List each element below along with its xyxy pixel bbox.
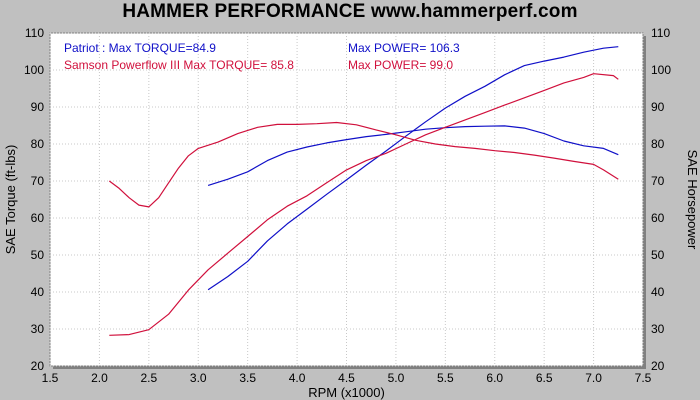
- x-tick-label: 6.0: [486, 371, 503, 385]
- y-tick-label: 40: [31, 285, 45, 299]
- y2-tick-label: 110: [651, 26, 670, 40]
- x-tick-label: 2.0: [91, 371, 108, 385]
- x-tick-label: 5.5: [437, 371, 454, 385]
- y-tick-label: 100: [24, 63, 44, 77]
- y2-tick-label: 70: [651, 174, 665, 188]
- tick-labels: 1.5 2.0 2.5 3.0 3.5 4.0 4.5 5.0 5.5 6.0 6.5 7.0 7.52…: [24, 26, 671, 385]
- y2-tick-label: 100: [651, 63, 671, 77]
- y2-tick-label: 80: [651, 137, 665, 151]
- y2-tick-label: 50: [651, 248, 665, 262]
- x-axis-label: RPM (x1000): [308, 385, 385, 400]
- y-tick-label: 70: [31, 174, 45, 188]
- x-tick-label: 4.5: [338, 371, 355, 385]
- legend-patriot-power: Max POWER= 106.3: [348, 41, 460, 55]
- chart-title: HAMMER PERFORMANCE www.hammerperf.com: [122, 1, 578, 22]
- series-lines: [108, 46, 619, 336]
- series-line-patriot-torque: [207, 125, 619, 186]
- y2-tick-label: 20: [651, 359, 665, 373]
- x-tick-label: 2.5: [140, 371, 157, 385]
- y-tick-label: 20: [31, 359, 45, 373]
- series-line-samson-torque: [108, 121, 619, 208]
- x-tick-label: 5.0: [388, 371, 405, 385]
- plot-area: [49, 32, 644, 367]
- y2-axis-label: SAE Horsepower: [685, 150, 700, 250]
- x-tick-label: 3.0: [190, 371, 207, 385]
- series-line-patriot-power: [207, 46, 619, 291]
- x-tick-label: 6.5: [536, 371, 553, 385]
- x-tick-label: 4.0: [289, 371, 306, 385]
- y2-tick-label: 90: [651, 100, 665, 114]
- legend-samson-power: Max POWER= 99.0: [348, 58, 453, 72]
- x-tick-label: 1.5: [42, 371, 59, 385]
- y-tick-label: 60: [31, 211, 45, 225]
- x-tick-label: 7.0: [585, 371, 602, 385]
- y2-tick-label: 30: [651, 322, 665, 336]
- y2-tick-label: 60: [651, 211, 665, 225]
- x-tick-label: 7.5: [635, 371, 652, 385]
- series-line-samson-power: [109, 73, 619, 336]
- y-tick-label: 80: [31, 137, 45, 151]
- y-tick-label: 30: [31, 322, 45, 336]
- y-tick-label: 90: [31, 100, 45, 114]
- legend-samson-torque: Samson Powerflow III Max TORQUE= 85.8: [64, 58, 294, 72]
- y-axis-label: SAE Torque (ft-lbs): [3, 145, 18, 255]
- y2-tick-label: 40: [651, 285, 665, 299]
- x-tick-label: 3.5: [239, 371, 256, 385]
- y-tick-label: 50: [31, 248, 45, 262]
- y-tick-label: 110: [25, 26, 44, 40]
- legend-patriot-torque: Patriot : Max TORQUE=84.9: [64, 41, 216, 55]
